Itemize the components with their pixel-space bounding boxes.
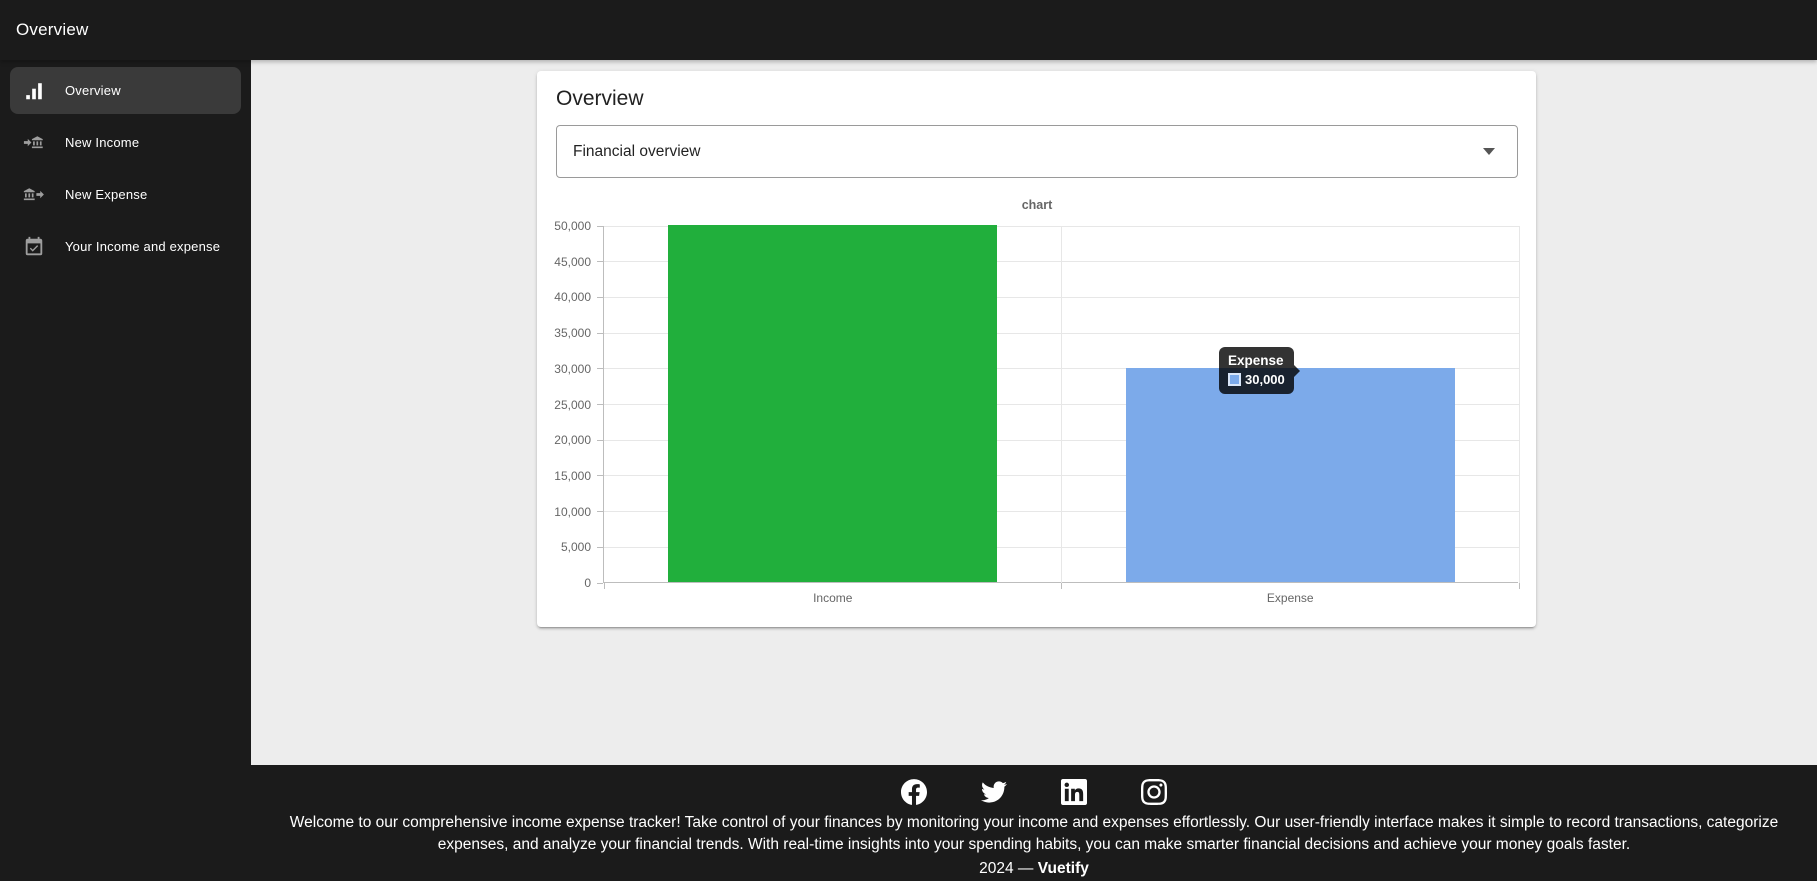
y-axis-tick <box>597 225 603 227</box>
footer-brand: Vuetify <box>1037 860 1089 877</box>
y-axis-tick <box>597 296 603 298</box>
y-axis-label: 20,000 <box>554 433 591 448</box>
y-axis-tick <box>597 404 603 405</box>
y-axis-label: 15,000 <box>554 468 591 483</box>
y-axis-tick <box>597 261 603 263</box>
y-axis-label: 45,000 <box>554 254 591 269</box>
y-axis-tick <box>597 332 603 334</box>
y-axis-label: 10,000 <box>554 504 591 519</box>
bar-expense[interactable] <box>1125 367 1455 582</box>
app-bar: Overview <box>0 0 1817 60</box>
sidebar-item-label: Overview <box>65 83 121 98</box>
y-axis-label: 0 <box>584 576 591 590</box>
chart-plot-area: 0 5,000 10,000 15,000 20,000 25,000 30,000 35,0… <box>554 219 1520 605</box>
bar-chart: chart 0 5,000 10,000 15,000 20,000 25,000 30,0… <box>554 193 1520 613</box>
sidebar-footer-filler <box>0 765 251 881</box>
bank-transfer-in-icon <box>22 131 46 155</box>
x-axis-label: Expense <box>1266 591 1314 605</box>
y-axis-tick <box>597 368 603 370</box>
x-axis-label: Income <box>813 591 853 605</box>
sidebar-item-new-income[interactable]: New Income <box>10 119 241 166</box>
overview-card: Overview Financial overview chart 0 5,000… <box>537 71 1536 627</box>
twitter-icon[interactable] <box>981 779 1007 805</box>
select-value: Financial overview <box>573 142 701 160</box>
calendar-check-icon <box>22 235 46 259</box>
footer: Welcome to our comprehensive income expe… <box>251 765 1817 881</box>
x-axis-tick <box>1061 583 1062 589</box>
sidebar-item-label: New Income <box>65 135 140 150</box>
y-axis-tick <box>597 582 603 584</box>
y-axis-label: 25,000 <box>554 397 591 412</box>
gridline <box>1518 226 1520 583</box>
footer-description: Welcome to our comprehensive income expe… <box>289 814 1779 853</box>
instagram-icon[interactable] <box>1141 779 1167 805</box>
tooltip-color-swatch <box>1228 373 1241 386</box>
y-axis-label: 40,000 <box>554 290 591 305</box>
y-axis-tick <box>597 439 603 441</box>
chart-title: chart <box>1021 198 1053 212</box>
x-axis-tick <box>1518 583 1520 589</box>
page-title: Overview <box>16 20 89 39</box>
chevron-down-icon <box>1483 148 1495 155</box>
y-axis-tick <box>597 546 603 548</box>
sidebar: Overview New Income New Expense Your Inc… <box>0 60 251 881</box>
y-axis-label: 5,000 <box>560 540 591 555</box>
y-axis-label: 35,000 <box>554 326 591 341</box>
card-title: Overview <box>556 87 644 110</box>
facebook-icon[interactable] <box>901 779 927 805</box>
sidebar-item-your-income-and-expense[interactable]: Your Income and expense <box>10 223 241 270</box>
bar-income[interactable] <box>668 225 998 582</box>
bank-transfer-out-icon <box>22 183 46 207</box>
gridline <box>1061 226 1062 583</box>
sidebar-item-new-expense[interactable]: New Expense <box>10 171 241 218</box>
sidebar-item-label: Your Income and expense <box>65 239 221 254</box>
tooltip-title: Expense <box>1228 353 1284 368</box>
x-axis-tick <box>603 583 605 589</box>
y-axis-tick <box>597 511 603 513</box>
y-axis-label: 50,000 <box>554 219 591 233</box>
footer-year-line: 2024 — Vuetify <box>251 860 1817 878</box>
sidebar-item-label: New Expense <box>65 187 148 202</box>
social-icons-row <box>251 779 1817 805</box>
sidebar-item-overview[interactable]: Overview <box>10 67 241 114</box>
y-axis-tick <box>597 475 603 477</box>
financial-overview-select[interactable]: Financial overview <box>556 125 1518 178</box>
footer-year: 2024 — <box>979 860 1034 877</box>
linkedin-icon[interactable] <box>1061 779 1087 805</box>
y-axis-label: 30,000 <box>554 361 591 376</box>
chart-tooltip: Expense 30,000 <box>1219 347 1300 394</box>
chart-bars-icon <box>22 79 46 103</box>
tooltip-value: 30,000 <box>1245 372 1285 387</box>
